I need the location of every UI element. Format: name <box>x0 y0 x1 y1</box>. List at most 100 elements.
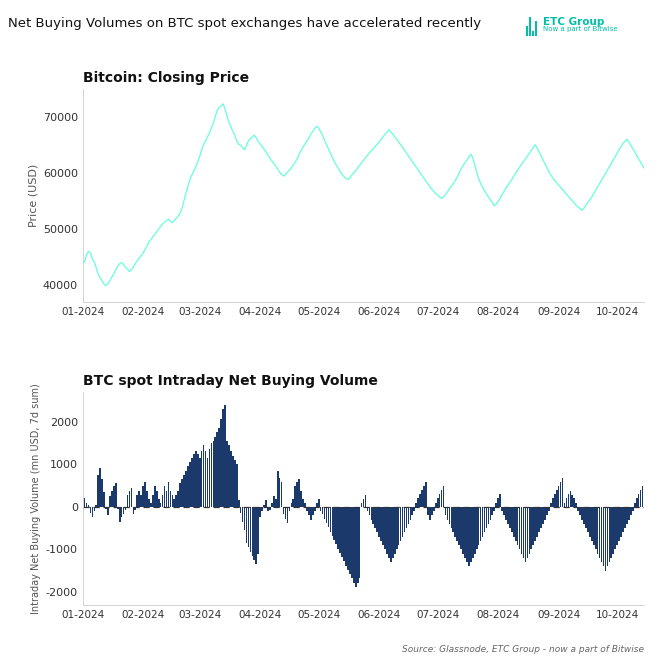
Bar <box>195 451 196 507</box>
Bar <box>554 494 555 507</box>
Bar <box>302 499 304 507</box>
Bar <box>521 507 522 554</box>
Bar <box>357 507 358 582</box>
Text: Now a part of Bitwise: Now a part of Bitwise <box>543 26 618 32</box>
Bar <box>236 464 237 507</box>
Bar <box>296 482 298 507</box>
Bar <box>449 507 450 524</box>
Bar <box>142 486 144 507</box>
Bar <box>458 507 460 545</box>
Bar <box>154 486 155 507</box>
Bar <box>388 507 390 558</box>
Bar <box>460 507 462 549</box>
Bar <box>99 469 101 507</box>
Bar <box>355 507 356 587</box>
Bar <box>654 495 655 507</box>
Bar <box>562 478 563 507</box>
Bar <box>277 471 278 507</box>
Bar <box>566 498 567 507</box>
Bar <box>575 502 577 507</box>
Bar <box>595 507 596 549</box>
Bar <box>402 507 403 537</box>
Bar <box>531 31 534 36</box>
Bar <box>84 498 85 507</box>
Bar <box>490 507 491 520</box>
Bar <box>589 507 591 537</box>
Bar <box>607 507 608 566</box>
Bar <box>93 507 95 511</box>
Bar <box>591 507 593 541</box>
Bar <box>583 507 585 524</box>
Bar <box>603 507 604 566</box>
Bar <box>453 507 454 532</box>
Bar <box>476 507 477 549</box>
Bar <box>269 507 271 510</box>
Bar <box>144 482 146 507</box>
Bar <box>628 507 630 520</box>
Bar <box>378 507 380 537</box>
Bar <box>255 507 257 564</box>
Bar <box>187 466 189 507</box>
Bar <box>464 507 466 558</box>
Bar <box>146 490 148 507</box>
Bar <box>271 502 273 507</box>
Bar <box>493 507 495 511</box>
Bar <box>384 507 386 549</box>
Bar <box>181 479 183 507</box>
Bar <box>312 507 314 516</box>
Bar <box>626 507 628 524</box>
Bar <box>558 486 559 507</box>
Bar <box>232 455 234 507</box>
Bar <box>353 507 354 582</box>
Bar <box>95 505 97 507</box>
Bar <box>314 507 315 511</box>
Bar <box>283 507 284 514</box>
Bar <box>497 498 499 507</box>
Bar <box>265 500 267 507</box>
Bar <box>125 507 126 510</box>
Bar <box>423 486 425 507</box>
Bar <box>150 504 152 507</box>
Bar <box>240 507 241 513</box>
Bar <box>499 494 501 507</box>
Bar <box>634 502 635 507</box>
Bar <box>162 495 163 507</box>
Bar <box>197 453 198 507</box>
Bar <box>552 498 554 507</box>
Bar <box>136 495 138 507</box>
Text: BTC spot Intraday Net Buying Volume: BTC spot Intraday Net Buying Volume <box>83 374 377 388</box>
Bar <box>248 507 249 547</box>
Bar <box>97 475 99 507</box>
Bar <box>310 507 312 520</box>
Bar <box>170 490 171 507</box>
Bar <box>462 507 464 554</box>
Bar <box>585 507 587 528</box>
Bar <box>148 499 150 507</box>
Bar <box>306 507 308 511</box>
Bar <box>86 502 87 507</box>
Bar <box>291 502 292 507</box>
Bar <box>244 507 245 530</box>
Bar <box>605 507 606 570</box>
Bar <box>613 507 614 554</box>
Bar <box>193 453 194 507</box>
Bar <box>345 507 347 566</box>
Bar <box>640 490 641 507</box>
Text: ETC Group: ETC Group <box>543 17 605 27</box>
Bar <box>134 507 136 510</box>
Bar <box>275 499 276 507</box>
Bar <box>292 499 294 507</box>
Bar <box>347 507 349 570</box>
Bar <box>445 507 446 516</box>
Bar <box>655 499 657 507</box>
Bar <box>107 507 109 516</box>
Bar <box>531 507 532 549</box>
Bar <box>285 507 286 519</box>
Bar <box>222 408 224 507</box>
Bar <box>593 507 595 545</box>
Bar <box>333 507 335 540</box>
Bar <box>361 502 362 507</box>
Bar <box>527 507 528 558</box>
Bar <box>415 502 417 507</box>
Bar <box>646 478 647 507</box>
